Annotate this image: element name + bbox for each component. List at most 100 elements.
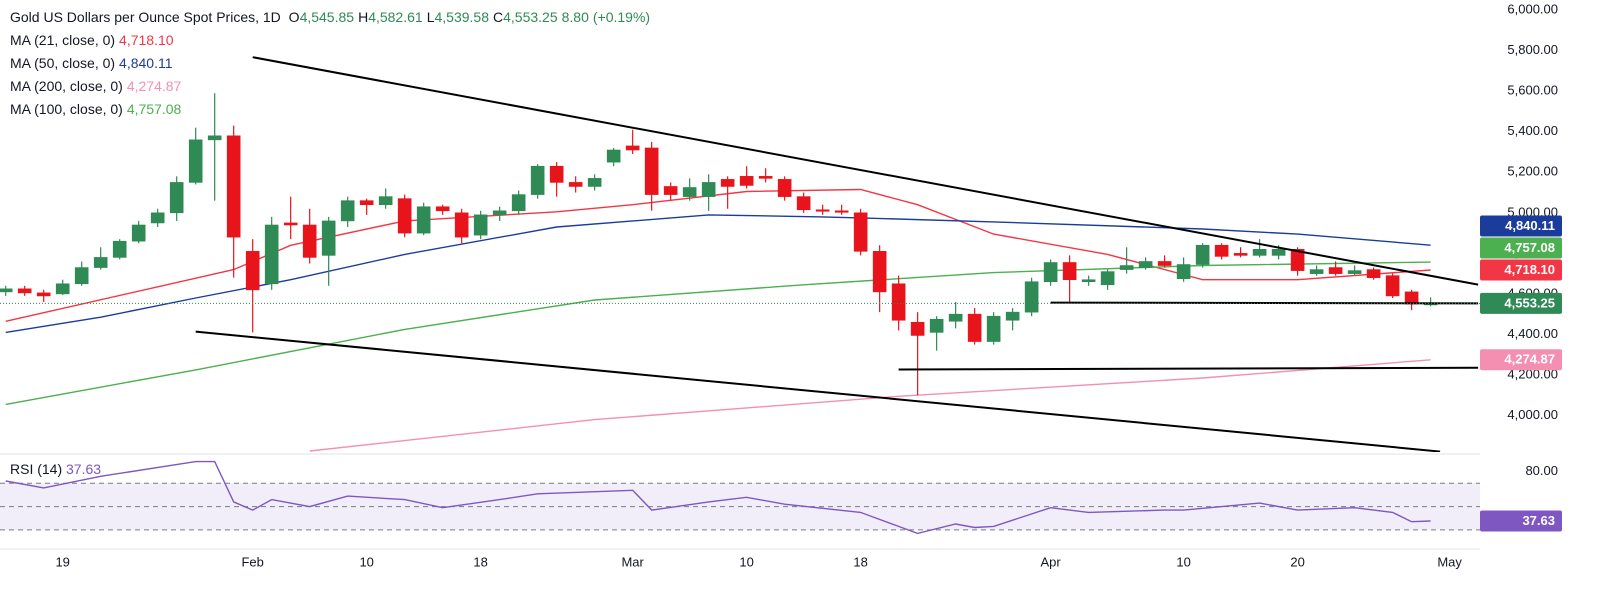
candle-body — [1214, 244, 1229, 257]
candle-body — [967, 313, 982, 342]
x-tick-label: May — [1437, 554, 1462, 569]
candle-body — [1366, 269, 1381, 278]
price-label: 4,274.87 — [1504, 352, 1555, 367]
price-label: 4,553.25 — [1504, 295, 1555, 310]
candle-body — [701, 182, 716, 197]
legend-name: MA (21, close, 0) — [10, 32, 116, 48]
candle-body — [169, 182, 184, 214]
x-tick-label: 18 — [473, 554, 487, 569]
candle-body — [188, 139, 203, 183]
candle-body — [511, 194, 526, 212]
candle-body — [948, 313, 963, 322]
candle-body — [891, 283, 906, 321]
candle-body — [302, 224, 317, 258]
price-pane — [0, 56, 1480, 452]
candle-body — [1328, 267, 1343, 274]
candle-body — [739, 176, 754, 186]
candle-body — [0, 288, 13, 293]
ohlc-letter: O — [288, 9, 300, 25]
y-tick-label: 4,000.00 — [1507, 407, 1558, 422]
candle-body — [1252, 249, 1267, 256]
candle-body — [1309, 269, 1324, 274]
ma-line — [309, 359, 1431, 452]
candle-body — [549, 165, 564, 183]
candle-body — [492, 210, 507, 216]
legend-row: MA (21, close, 0) 4,718.10 — [10, 29, 654, 52]
ohlc-value: 4,582.61 — [368, 9, 423, 25]
rsi-name: RSI (14) — [10, 461, 63, 477]
trendline — [252, 56, 1479, 286]
ohlc-value: 4,539.58 — [434, 9, 489, 25]
price-label-box — [1480, 215, 1562, 237]
candle-body — [853, 212, 868, 252]
change-value: 8.80 — [561, 9, 589, 25]
legend-name: MA (200, close, 0) — [10, 78, 123, 94]
rsi-legend: RSI (14) 37.63 — [10, 461, 101, 477]
legend-row: MA (100, close, 0) 4,757.08 — [10, 98, 654, 121]
legend-name: MA (50, close, 0) — [10, 55, 116, 71]
legend-row: MA (50, close, 0) 4,840.11 — [10, 52, 654, 75]
candle-body — [1233, 253, 1248, 256]
candle-body — [682, 187, 697, 197]
chart-title: Gold US Dollars per Ounce Spot Prices, 1… — [10, 9, 281, 25]
trendline — [898, 366, 1479, 371]
candle-body — [378, 196, 393, 206]
candle-body — [872, 251, 887, 293]
legend-value: 4,757.08 — [126, 101, 182, 117]
legend-name: MA (100, close, 0) — [10, 101, 123, 117]
ma-line — [5, 261, 1431, 406]
ohlc-letter: L — [426, 9, 435, 25]
x-tick-label: Apr — [1041, 554, 1062, 569]
candle-body — [758, 176, 773, 179]
candle-body — [1404, 291, 1419, 305]
change-percent: (+0.19%) — [592, 9, 651, 25]
candle-body — [112, 240, 127, 258]
x-tick-label: 10 — [359, 554, 373, 569]
candle-body — [1024, 281, 1039, 313]
candle-body — [720, 179, 735, 187]
candle-body — [1081, 279, 1096, 283]
rsi-tick-label: 80.00 — [1525, 463, 1558, 478]
ohlc-value: 4,553.25 — [503, 9, 558, 25]
candle-body — [397, 198, 412, 234]
candle-body — [1290, 249, 1305, 271]
candle-body — [644, 147, 659, 195]
x-tick-label: 10 — [739, 554, 753, 569]
candle-body — [93, 257, 108, 268]
ohlc-letter: H — [358, 9, 369, 25]
y-tick-label: 6,000.00 — [1507, 2, 1558, 17]
candle-body — [587, 178, 602, 187]
candle-body — [1195, 244, 1210, 265]
candle-body — [1176, 264, 1191, 279]
candle-body — [986, 315, 1001, 342]
x-tick-label: 18 — [853, 554, 867, 569]
price-label: 4,757.08 — [1504, 240, 1555, 255]
legend-value: 4,274.87 — [126, 78, 182, 94]
candle-body — [1138, 261, 1153, 268]
candle-body — [834, 210, 849, 213]
candle-body — [1005, 311, 1020, 321]
candle-body — [131, 224, 146, 242]
trendline — [195, 330, 1441, 452]
price-label-box — [1480, 292, 1562, 314]
y-tick-label: 5,600.00 — [1507, 83, 1558, 98]
x-tick-label: Feb — [241, 554, 263, 569]
ohlc-letter: C — [492, 9, 504, 25]
candle-body — [359, 200, 374, 206]
legend-value: 4,840.11 — [119, 55, 173, 71]
candle-body — [36, 292, 51, 297]
candle-body — [530, 165, 545, 195]
candle-body — [815, 209, 830, 212]
price-label-box — [1480, 259, 1562, 281]
candle-body — [1385, 275, 1400, 297]
candle-body — [17, 288, 32, 294]
rsi-line — [5, 460, 1431, 535]
candle-body — [625, 145, 640, 151]
ma-line — [5, 214, 1431, 334]
candle-body — [777, 179, 792, 197]
y-tick-label: 5,400.00 — [1507, 123, 1558, 138]
legend: Gold US Dollars per Ounce Spot Prices, 1… — [10, 6, 654, 121]
x-tick-label: Mar — [621, 554, 644, 569]
candle-body — [929, 318, 944, 333]
candle-body — [416, 206, 431, 234]
